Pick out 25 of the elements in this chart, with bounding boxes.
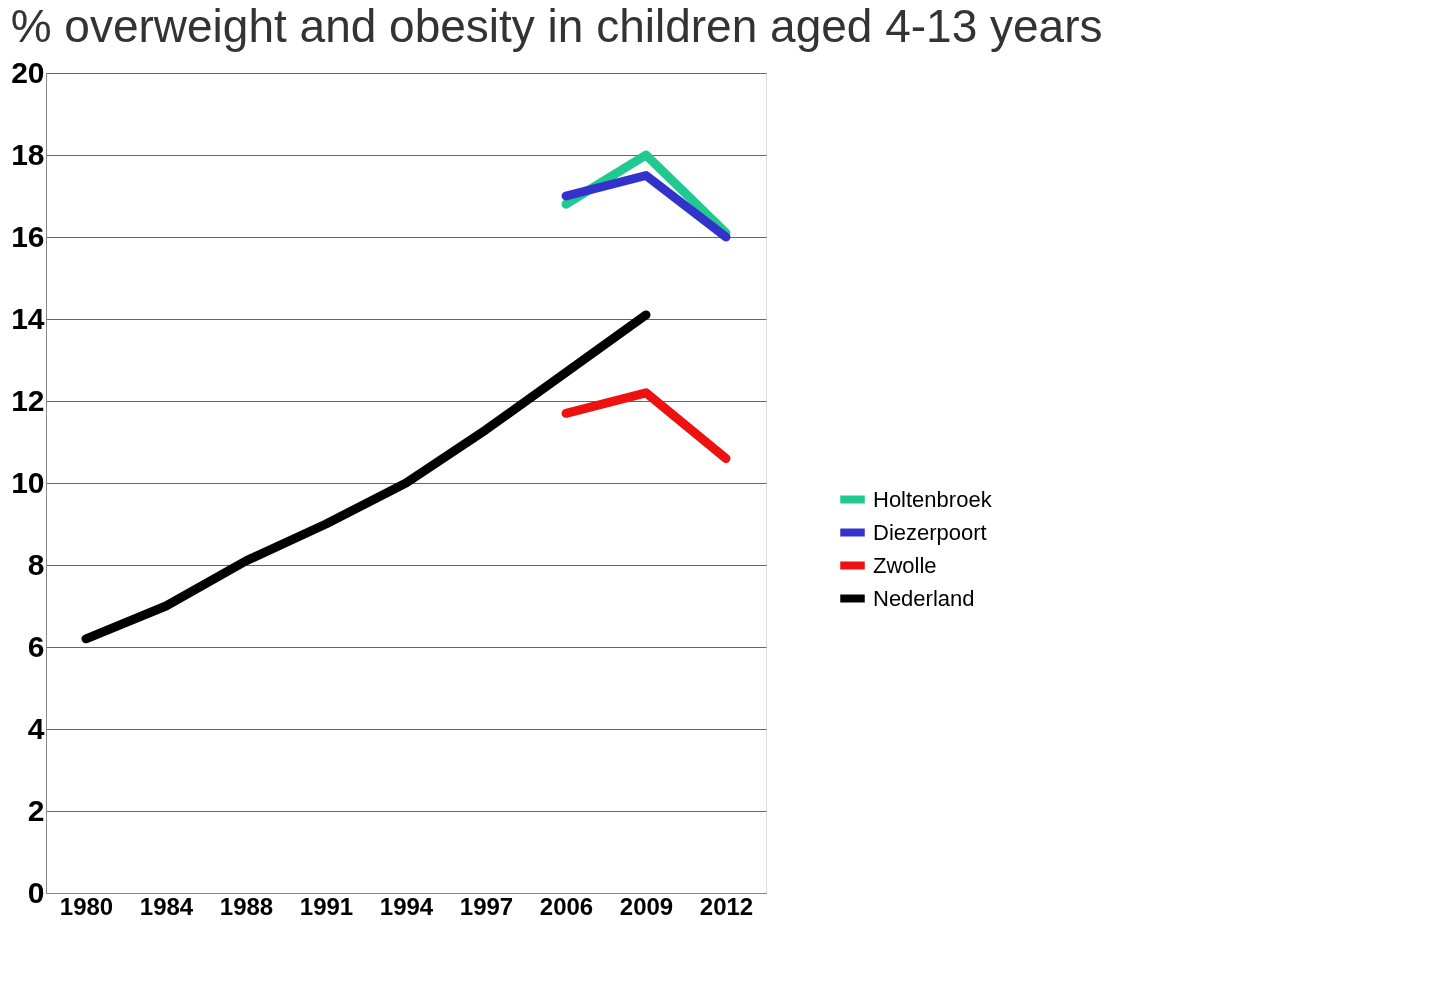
x-tick-label: 1997 — [459, 892, 514, 920]
y-tick-label: 14 — [11, 301, 45, 335]
legend-label: Holtenbroek — [873, 486, 993, 512]
y-tick-label: 18 — [11, 137, 45, 171]
y-tick-label: 12 — [11, 383, 45, 417]
y-tick-label: 8 — [27, 547, 45, 581]
x-tick-label: 1988 — [219, 892, 274, 920]
x-tick-label: 1994 — [379, 892, 434, 920]
x-tick-label: 2009 — [619, 892, 674, 920]
chart-title: % overweight and obesity in children aged 4-13 years — [10, 0, 1103, 52]
y-tick-label: 10 — [11, 465, 45, 499]
x-tick-label: 2012 — [699, 892, 754, 920]
x-tick-label: 1991 — [299, 892, 354, 920]
y-tick-label: 16 — [11, 219, 45, 253]
y-tick-label: 2 — [27, 793, 45, 827]
legend-label: Nederland — [873, 585, 975, 611]
x-tick-label: 2006 — [539, 892, 594, 920]
y-tick-label: 6 — [27, 629, 45, 663]
x-tick-label: 1984 — [139, 892, 194, 920]
y-tick-label: 20 — [11, 55, 45, 89]
x-tick-label: 1980 — [59, 892, 114, 920]
y-tick-label: 4 — [27, 711, 45, 745]
legend-label: Zwolle — [873, 552, 937, 578]
y-tick-label: 0 — [27, 875, 45, 909]
legend-label: Diezerpoort — [873, 519, 987, 545]
